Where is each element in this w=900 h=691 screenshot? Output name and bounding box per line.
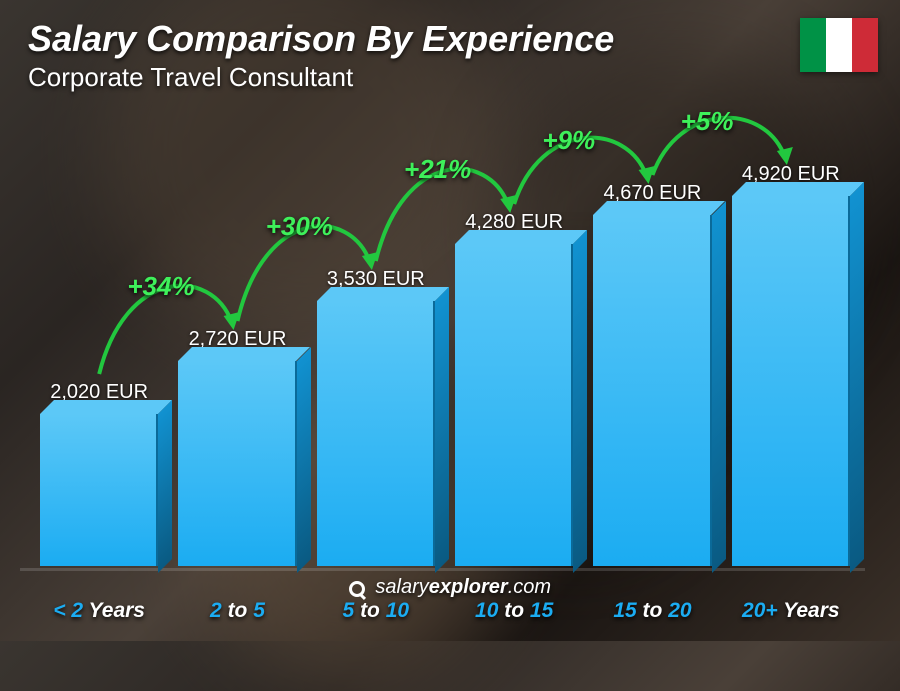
- bar: [40, 414, 158, 566]
- x-axis-label: 10 to 15: [455, 599, 573, 623]
- bar-front-face: [455, 244, 573, 566]
- bar-top-face: [317, 287, 449, 301]
- brand-part: explorer: [429, 576, 508, 598]
- x-axis-label: 20+ Years: [732, 599, 850, 623]
- x-axis-label: 2 to 5: [178, 599, 296, 623]
- bar: [593, 215, 711, 566]
- pct-change-label: +5%: [681, 106, 734, 137]
- bar-column: 2,020 EUR: [40, 381, 158, 566]
- x-axis-label: 15 to 20: [593, 599, 711, 623]
- bar-front-face: [40, 414, 158, 566]
- bar-top-face: [455, 230, 587, 244]
- bar-column: 4,280 EUR: [455, 211, 573, 566]
- search-icon: [349, 581, 365, 597]
- bar-front-face: [732, 196, 850, 566]
- bar-side-face: [297, 347, 311, 573]
- bar-top-face: [593, 201, 725, 215]
- pct-change-label: +34%: [127, 271, 194, 302]
- bar: [317, 301, 435, 566]
- pct-change-label: +30%: [266, 211, 333, 242]
- x-axis: < 2 Years 2 to 5 5 to 10 10 to 15 15 to 20 20…: [40, 599, 850, 623]
- chart-baseline: [20, 568, 865, 571]
- bar-column: 3,530 EUR: [317, 268, 435, 566]
- bar-side-face: [712, 201, 726, 573]
- bar-side-face: [573, 230, 587, 573]
- page-subtitle: Corporate Travel Consultant: [28, 62, 872, 93]
- bar-front-face: [317, 301, 435, 566]
- bar-column: 4,670 EUR: [593, 182, 711, 566]
- bar: [178, 361, 296, 566]
- bar-top-face: [40, 400, 172, 414]
- page-title: Salary Comparison By Experience: [28, 18, 872, 60]
- bar-front-face: [178, 361, 296, 566]
- bar: [455, 244, 573, 566]
- salary-bar-chart: 2,020 EUR2,720 EUR3,530 EUR4,280 EUR4,67…: [40, 130, 850, 566]
- x-axis-label: 5 to 10: [317, 599, 435, 623]
- pct-change-label: +21%: [404, 154, 471, 185]
- bar-top-face: [178, 347, 310, 361]
- bar-column: 2,720 EUR: [178, 328, 296, 566]
- bar-side-face: [435, 287, 449, 573]
- footer: salaryexplorer.com: [0, 576, 900, 599]
- brand-part: salary: [375, 576, 428, 598]
- bar-front-face: [593, 215, 711, 566]
- pct-change-label: +9%: [542, 125, 595, 156]
- bar: [732, 196, 850, 566]
- bar-top-face: [732, 182, 864, 196]
- bar-side-face: [158, 400, 172, 573]
- brand-tld: .com: [508, 576, 551, 598]
- x-axis-label: < 2 Years: [40, 599, 158, 623]
- header: Salary Comparison By Experience Corporat…: [28, 18, 872, 93]
- bar-side-face: [850, 182, 864, 573]
- bar-column: 4,920 EUR: [732, 163, 850, 566]
